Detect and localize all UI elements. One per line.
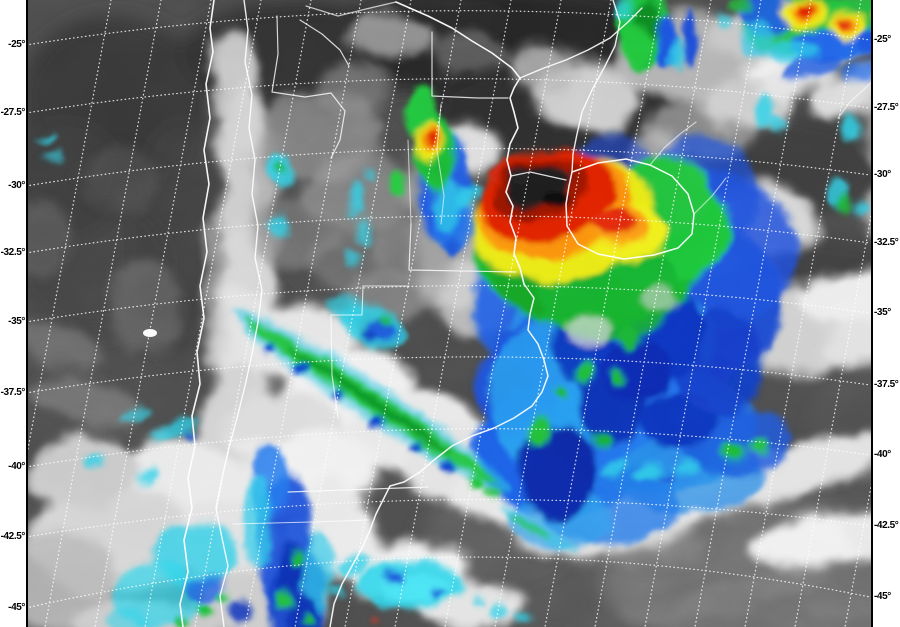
latitude-label-left: -45° — [8, 602, 25, 613]
latitude-label-left: -25° — [8, 39, 25, 50]
latitude-label-left: -37.5° — [0, 387, 26, 398]
latitude-label-left: -32.5° — [0, 247, 26, 258]
latitude-label-right: -45° — [874, 591, 891, 602]
latitude-label-left: -40° — [8, 461, 25, 472]
latitude-label-right: -37.5° — [874, 379, 899, 390]
latitude-label-left: -30° — [8, 180, 25, 191]
right-margin — [871, 0, 900, 627]
latitude-label-right: -27.5° — [874, 102, 899, 113]
latitude-label-right: -40° — [874, 449, 891, 460]
left-margin — [0, 0, 28, 627]
latitude-label-right: -30° — [874, 169, 891, 180]
latitude-label-right: -35° — [874, 307, 891, 318]
latitude-label-left: -27.5° — [0, 107, 26, 118]
latitude-label-right: -32.5° — [874, 237, 899, 248]
latitude-label-right: -42.5° — [874, 520, 899, 531]
texture-overlay — [26, 0, 870, 627]
country-province-borders — [179, 0, 899, 627]
latitude-label-left: -35° — [8, 316, 25, 327]
latitude-label-left: -42.5° — [0, 531, 26, 542]
latitude-label-right: -25° — [874, 34, 891, 45]
